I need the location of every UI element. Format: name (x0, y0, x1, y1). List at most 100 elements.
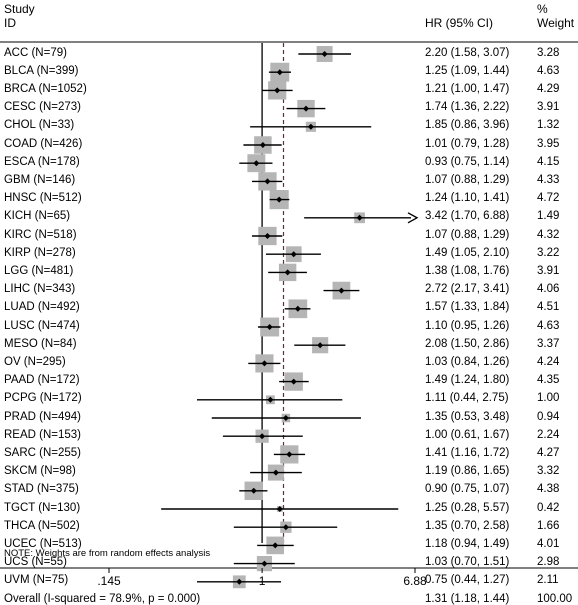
hr-ci-value: 1.19 (0.86, 1.65) (425, 465, 510, 478)
study-label: TGCT (N=130) (4, 501, 81, 514)
weight-value: 3.91 (537, 101, 560, 114)
weights-note: NOTE: Weights are from random effects an… (4, 548, 211, 559)
study-label: THCA (N=502) (4, 519, 80, 532)
hr-ci-value: 0.90 (0.75, 1.07) (425, 483, 510, 496)
study-label: UVM (N=75) (4, 574, 69, 587)
hr-ci-value: 0.75 (0.44, 1.27) (425, 574, 510, 587)
point-estimate (272, 542, 279, 549)
hr-ci-value: 2.20 (1.58, 3.07) (425, 46, 510, 59)
weight-value: 3.28 (537, 46, 560, 59)
point-estimate (276, 69, 283, 76)
weight-value: 1.66 (537, 519, 560, 532)
weight-value: 4.24 (537, 355, 560, 368)
hr-ci-value: 1.74 (1.36, 2.22) (425, 101, 510, 114)
study-label: SKCM (N=98) (4, 465, 76, 478)
weight-value: 4.51 (537, 301, 560, 314)
study-label: MESO (N=84) (4, 337, 77, 350)
study-label: STAD (N=375) (4, 483, 79, 496)
weight-value: 4.63 (537, 319, 560, 332)
study-label: COAD (N=426) (4, 137, 83, 150)
point-estimate (236, 578, 243, 585)
weight-value: 4.72 (537, 192, 560, 205)
overall-hr-ci: 1.31 (1.18, 1.44) (425, 592, 510, 605)
point-estimate (307, 123, 314, 130)
point-estimate (282, 415, 289, 421)
point-estimate (274, 87, 281, 94)
weight-value: 4.29 (537, 82, 560, 95)
weight-value: 1.32 (537, 119, 560, 132)
point-estimate (276, 196, 283, 203)
hr-ci-value: 1.24 (1.10, 1.41) (425, 192, 510, 205)
overall-label: Overall (I-squared = 78.9%, p = 0.000) (4, 592, 201, 605)
id-header: ID (4, 16, 16, 30)
weight-value: 4.27 (537, 446, 560, 459)
study-label: LUAD (N=492) (4, 301, 80, 314)
hr-header: HR (95% CI) (425, 16, 494, 30)
weight-value: 3.32 (537, 465, 560, 478)
weight-value: 2.24 (537, 428, 560, 441)
weight-value: 3.91 (537, 264, 560, 277)
study-label: SARC (N=255) (4, 446, 82, 459)
hr-ci-value: 1.03 (0.84, 1.26) (425, 355, 510, 368)
study-label: KIRP (N=278) (4, 246, 76, 259)
study-label: CHOL (N=33) (4, 119, 75, 132)
weight-value: 2.11 (537, 574, 559, 587)
hr-ci-value: 1.07 (0.88, 1.29) (425, 173, 510, 186)
study-label: HNSC (N=512) (4, 192, 82, 205)
study-label: LGG (N=481) (4, 264, 74, 277)
x-tick-label: 1 (258, 574, 266, 588)
x-tick-label: 6.88 (403, 574, 427, 588)
hr-ci-value: 1.01 (0.79, 1.28) (425, 137, 510, 150)
point-estimate (284, 269, 291, 276)
point-estimate (321, 51, 328, 57)
weight-value: 3.37 (537, 337, 560, 350)
weight-value: 4.06 (537, 283, 560, 296)
point-estimate (261, 560, 268, 567)
weight-value: 4.33 (537, 173, 560, 186)
study-label: PRAD (N=494) (4, 410, 82, 423)
study-label: PAAD (N=172) (4, 374, 80, 387)
hr-ci-value: 1.35 (0.53, 3.48) (425, 410, 510, 423)
point-estimate (264, 178, 271, 185)
study-label: LUSC (N=474) (4, 319, 80, 332)
weight-value: 4.15 (537, 155, 560, 168)
point-estimate (267, 396, 274, 403)
study-label: OV (N=295) (4, 355, 66, 368)
hr-ci-value: 1.41 (1.16, 1.72) (425, 446, 510, 459)
point-estimate (294, 305, 301, 312)
weight-value: 0.42 (537, 501, 560, 514)
hr-ci-value: 1.49 (1.05, 2.10) (425, 246, 510, 259)
hr-ci-value: 1.57 (1.33, 1.84) (425, 301, 510, 314)
point-estimate (317, 342, 324, 349)
study-label: ESCA (N=178) (4, 155, 80, 168)
weight-value: 3.95 (537, 137, 560, 150)
study-label: READ (N=153) (4, 428, 82, 441)
hr-ci-value: 0.93 (0.75, 1.14) (425, 155, 510, 168)
point-estimate (303, 105, 310, 112)
point-estimate (266, 324, 273, 330)
study-label: KIRC (N=518) (4, 228, 77, 241)
weight-value: 4.35 (537, 374, 560, 387)
weight-header: Weight (537, 16, 575, 30)
study-label: KICH (N=65) (4, 210, 71, 223)
point-estimate (272, 469, 279, 476)
study-label: LIHC (N=343) (4, 283, 76, 296)
hr-ci-value: 1.49 (1.24, 1.80) (425, 374, 510, 387)
weight-value: 1.49 (537, 210, 560, 223)
point-estimate (264, 233, 271, 239)
hr-ci-value: 2.08 (1.50, 2.86) (425, 337, 510, 350)
hr-ci-value: 1.35 (0.70, 2.58) (425, 519, 510, 532)
x-tick-label: .145 (97, 574, 121, 588)
point-estimate (276, 506, 283, 512)
weight-value: 3.22 (537, 246, 560, 259)
point-estimate (253, 160, 260, 167)
study-label: BRCA (N=1052) (4, 82, 87, 95)
hr-ci-value: 1.00 (0.61, 1.67) (425, 428, 510, 441)
study-label: CESC (N=273) (4, 101, 82, 114)
study-label: BLCA (N=399) (4, 64, 79, 77)
hr-ci-value: 3.42 (1.70, 6.88) (425, 210, 510, 223)
point-estimate (290, 251, 297, 258)
hr-ci-value: 1.11 (0.44, 2.75) (425, 392, 509, 405)
point-estimate (290, 378, 297, 385)
study-label: UCS (N=55) (4, 556, 67, 569)
